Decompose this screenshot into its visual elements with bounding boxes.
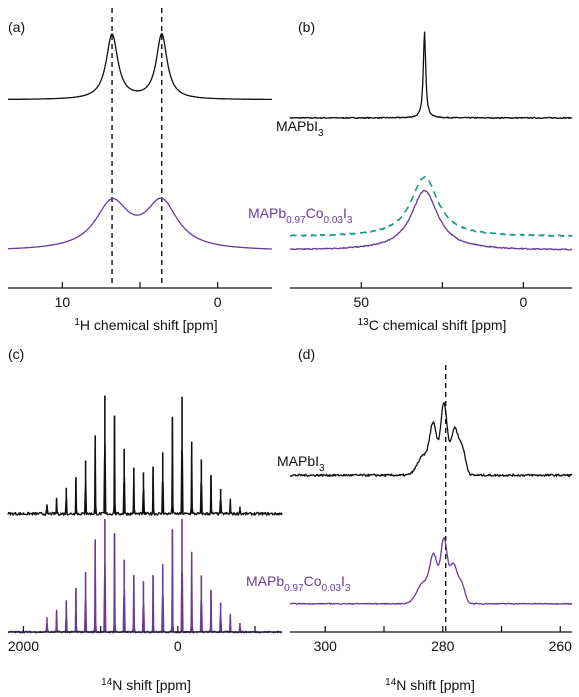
panel-d-doped-label: MAPb0.97Co0.03I3 (246, 573, 351, 594)
panel-d: (d) 300 280 260 14N shift [ppm] MAPbI3 MAP… (246, 346, 573, 693)
panel-b-doped-s2: 0.03 (324, 215, 344, 226)
spectrum-teal-dashed (289, 176, 573, 238)
panel-b-x-axis: 50 0 (290, 282, 572, 310)
panel-c-label: (c) (8, 346, 24, 362)
panel-d-doped-s1: 0.97 (284, 583, 304, 594)
panel-a-label: (a) (8, 19, 25, 35)
x-tick-label: 2000 (8, 638, 39, 654)
x-tick-label: 300 (314, 638, 338, 654)
x-tick-label: 10 (55, 294, 71, 310)
spectrum-black (7, 33, 273, 101)
panel-d-curves (289, 402, 573, 605)
panel-d-x-axis-title: 14N shift [ppm] (385, 677, 475, 693)
panel-b-x-axis-title-superscript: 13 (358, 317, 370, 328)
panel-b-mapbi3-label: MAPbI3 (276, 118, 324, 139)
panel-d-doped-s2: 0.03 (322, 583, 342, 594)
panel-d-doped-p3: I (341, 573, 345, 589)
panel-a: (a) 10 0 1H chemical shift [ppm] (7, 8, 273, 333)
panel-a-curves (7, 33, 273, 250)
panel-b-doped-label: MAPb0.97Co0.03I3 (248, 205, 353, 226)
panel-c-x-axis: 2000 0 (8, 626, 282, 654)
panel-a-reference-lines (111, 8, 163, 287)
panel-d-mapbi3-label: MAPbI3 (277, 453, 325, 474)
spectrum-purple (7, 528, 283, 634)
panel-b-x-axis-title: 13C chemical shift [ppm] (358, 317, 507, 333)
spectrum-black (289, 402, 573, 477)
x-tick-label: 0 (519, 294, 527, 310)
spectrum-purple (289, 537, 573, 605)
panel-d-label: (d) (298, 346, 315, 362)
panel-a-x-axis: 10 0 (8, 282, 272, 310)
panel-c-x-axis-title: 14N shift [ppm] (101, 677, 191, 693)
panel-c: (c) 2000 0 14N shift [ppm] (7, 346, 283, 693)
panel-d-doped-s3: 3 (345, 583, 351, 594)
x-tick-label: 0 (214, 294, 222, 310)
panel-d-mapbi3-main: MAPbI (277, 453, 319, 469)
spectrum-purple (289, 189, 573, 251)
panel-b-x-axis-title-text: C chemical shift [ppm] (369, 317, 507, 333)
panel-b-mapbi3-sub: 3 (318, 128, 324, 139)
panel-c-x-axis-title-superscript: 14 (101, 677, 113, 688)
panel-c-x-axis-title-text: N shift [ppm] (112, 677, 191, 693)
panel-b-doped-s3: 3 (347, 215, 353, 226)
panel-c-curves (7, 395, 283, 634)
panel-b-doped-p2: Co (306, 205, 324, 221)
x-tick-label: 0 (174, 638, 182, 654)
panel-a-x-axis-title-text: H chemical shift [ppm] (80, 317, 218, 333)
panel-b-mapbi3-main: MAPbI (276, 118, 318, 134)
panel-b-doped-p3: I (343, 205, 347, 221)
x-tick-label: 260 (549, 638, 573, 654)
x-tick-label: 50 (354, 294, 370, 310)
x-tick-label: 280 (431, 638, 455, 654)
panel-d-doped-p1: MAPb (246, 573, 284, 589)
panel-b-doped-p1: MAPb (248, 205, 286, 221)
panel-a-x-axis-title: 1H chemical shift [ppm] (74, 317, 217, 333)
spectrum-purple (7, 197, 273, 250)
panel-b-doped-s1: 0.97 (286, 215, 306, 226)
panel-b-label: (b) (298, 19, 315, 35)
panel-d-mapbi3-sub: 3 (319, 463, 325, 474)
panel-d-x-axis: 300 280 260 (290, 626, 572, 654)
panel-d-x-axis-title-superscript: 14 (385, 677, 397, 688)
panel-d-doped-p2: Co (304, 573, 322, 589)
spectrum-black (7, 415, 283, 516)
panel-b: (b) 50 0 13C chemical shift [ppm] MAPbI3 … (248, 19, 573, 333)
panel-a-x-axis-title-superscript: 1 (74, 317, 80, 328)
panel-b-curves (289, 31, 573, 251)
panel-d-x-axis-title-text: N shift [ppm] (396, 677, 475, 693)
spectrum-black (289, 31, 573, 120)
